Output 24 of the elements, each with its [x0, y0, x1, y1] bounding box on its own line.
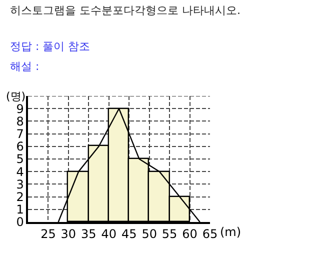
- y-axis-title: (명): [6, 90, 26, 103]
- x-tick-label: 60: [182, 227, 198, 242]
- x-tick-label: 65: [202, 227, 218, 242]
- y-tick-label: 7: [16, 127, 24, 141]
- y-tick-label: 9: [16, 102, 24, 116]
- x-tick-label: 55: [162, 227, 178, 242]
- x-tick-label: 30: [60, 227, 76, 242]
- text: 해설 :: [10, 60, 40, 73]
- y-tick-label: 5: [16, 152, 24, 166]
- x-tick-label: 40: [101, 227, 117, 242]
- x-tick-label: 25: [40, 227, 56, 242]
- x-tick-label: 45: [121, 227, 137, 242]
- y-tick-label: 6: [16, 140, 24, 154]
- y-tick-label: 3: [16, 177, 24, 192]
- y-tick-label: 8: [16, 114, 24, 128]
- y-tick-label: 2: [16, 190, 24, 204]
- chart-title: 히스토그램을 도수분포다각형으로 나타내시오.: [10, 4, 240, 17]
- x-tick-label: 35: [81, 227, 96, 242]
- x-tick-label: 50: [142, 227, 157, 242]
- x-axis-title: (m): [220, 225, 242, 239]
- y-tick-label: 4: [16, 164, 24, 179]
- text: 정답 : 풀이 참조: [10, 40, 90, 53]
- y-tick-label: 1: [16, 202, 24, 217]
- y-tick-label: 0: [16, 215, 24, 230]
